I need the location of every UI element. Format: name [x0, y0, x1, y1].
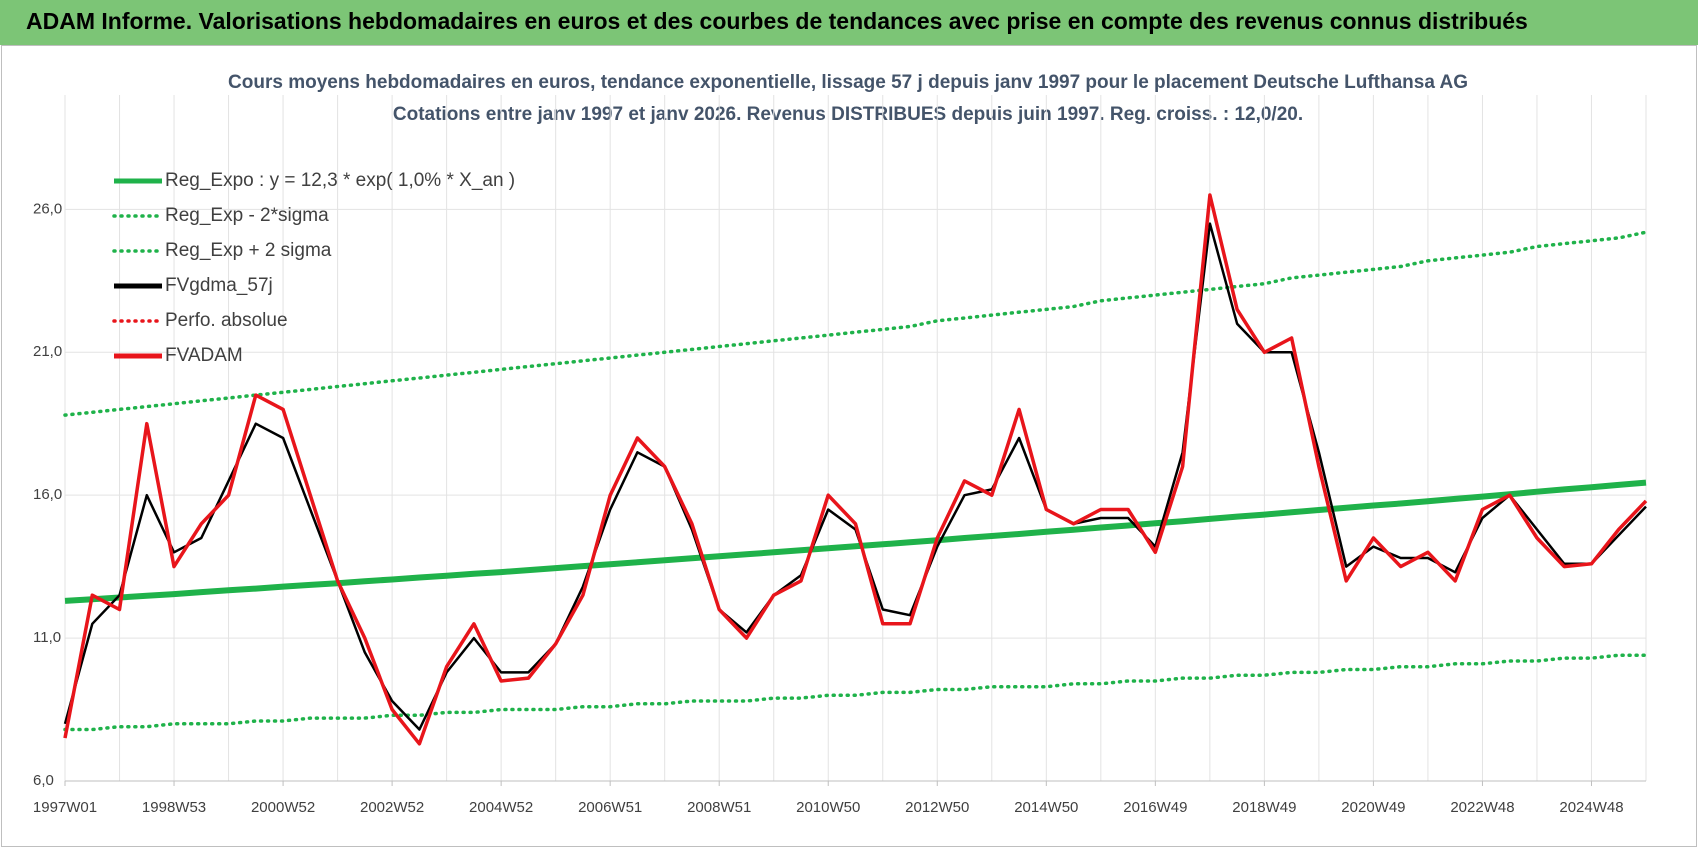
legend-label: Perfo. absolue — [165, 310, 288, 331]
lines — [63, 193, 1648, 746]
chart-frame — [1, 45, 1697, 847]
x-tick-label: 2020W49 — [1341, 799, 1405, 816]
y-tick-label: 11,0 — [33, 629, 61, 646]
x-tick-label: 2018W49 — [1232, 799, 1296, 816]
y-tick-label: 16,0 — [33, 486, 62, 503]
legend-label: FVADAM — [165, 345, 243, 366]
header-bar — [0, 0, 1698, 45]
x-tick-label: 1998W53 — [142, 799, 206, 816]
series-line — [63, 653, 1648, 732]
grid: 6,0 11,0 16,0 21,0 26,0 1997W01 1998W53 2000W52… — [33, 95, 1647, 816]
y-tick-label: 21,0 — [33, 343, 62, 360]
x-tick-label: 2008W51 — [687, 799, 751, 816]
legend-label: Reg_Exp - 2*sigma — [165, 205, 329, 226]
x-tick-label: 2014W50 — [1014, 799, 1078, 816]
series-line — [64, 479, 1647, 604]
legend-label: FVgdma_57j — [165, 275, 273, 296]
x-tick-label: 2006W51 — [578, 799, 642, 816]
x-tick-label: 2024W48 — [1559, 799, 1623, 816]
series-line — [63, 222, 1647, 731]
y-tick-label: 6,0 — [33, 772, 54, 789]
legend-label: Reg_Expo : y = 12,3 * exp( 1,0% * X_an ) — [165, 170, 515, 191]
x-tick-label: 2022W48 — [1450, 799, 1514, 816]
x-tick-label: 2004W52 — [469, 799, 533, 816]
legend-label: Reg_Exp + 2 sigma — [165, 240, 332, 261]
chart-title: Cours moyens hebdomadaires en euros, ten… — [228, 72, 1468, 93]
y-tick-label: 26,0 — [33, 200, 62, 217]
header-title: ADAM Informe. Valorisations hebdomadaire… — [26, 8, 1528, 34]
chart-subtitle: Cotations entre janv 1997 et janv 2026. … — [393, 104, 1303, 125]
x-tick-label: 2012W50 — [905, 799, 969, 816]
x-tick-label: 1997W01 — [33, 799, 97, 816]
x-tick-label: 2002W52 — [360, 799, 424, 816]
x-tick-label: 2000W52 — [251, 799, 315, 816]
series-line — [63, 193, 1648, 746]
x-tick-label: 2010W50 — [796, 799, 860, 816]
series-line — [63, 230, 1648, 417]
x-tick-label: 2016W49 — [1123, 799, 1187, 816]
legend: Reg_Expo : y = 12,3 * exp( 1,0% * X_an )… — [112, 170, 515, 366]
